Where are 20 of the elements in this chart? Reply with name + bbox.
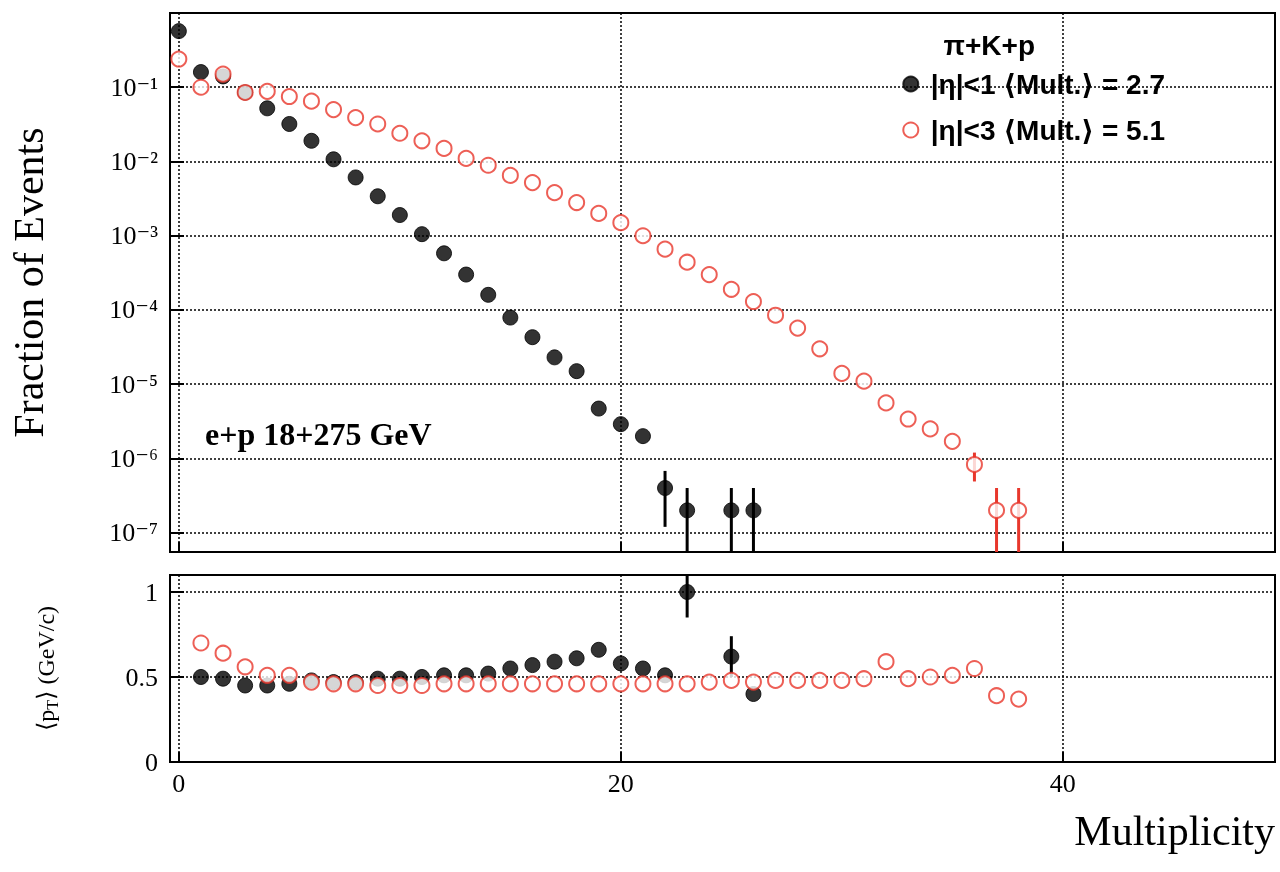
x-tick-label: 0	[172, 768, 186, 798]
y-tick-label: 10⁻¹	[110, 72, 158, 102]
x-axis-title: Multiplicity	[1074, 808, 1275, 854]
y-tick-label: 0	[145, 747, 158, 777]
y-tick-label: 10⁻⁷	[109, 518, 158, 548]
legend-label: |η|<3 ⟨Mult.⟩ = 5.1	[930, 114, 1166, 146]
y-tick-label: 10⁻⁵	[109, 369, 158, 399]
annotation: e+p 18+275 GeV	[205, 416, 432, 452]
x-tick-label: 20	[607, 768, 634, 798]
y-tick-label: 10⁻⁶	[109, 443, 158, 473]
y-tick-label: 10⁻⁴	[109, 295, 158, 325]
y-tick-label: 1	[145, 577, 158, 607]
y-tick-label: 10⁻³	[110, 221, 159, 251]
x-tick-label: 40	[1049, 768, 1076, 798]
y-tick-label: 0.5	[125, 662, 158, 692]
y-axis-title: Fraction of Events	[6, 127, 52, 438]
y-tick-label: 10⁻²	[110, 146, 159, 176]
legend-label: |η|<1 ⟨Mult.⟩ = 2.7	[930, 68, 1166, 100]
legend-title: π+K+p	[943, 29, 1035, 61]
y-axis-title: ⟨pT⟩ (GeV/c)	[33, 605, 61, 732]
